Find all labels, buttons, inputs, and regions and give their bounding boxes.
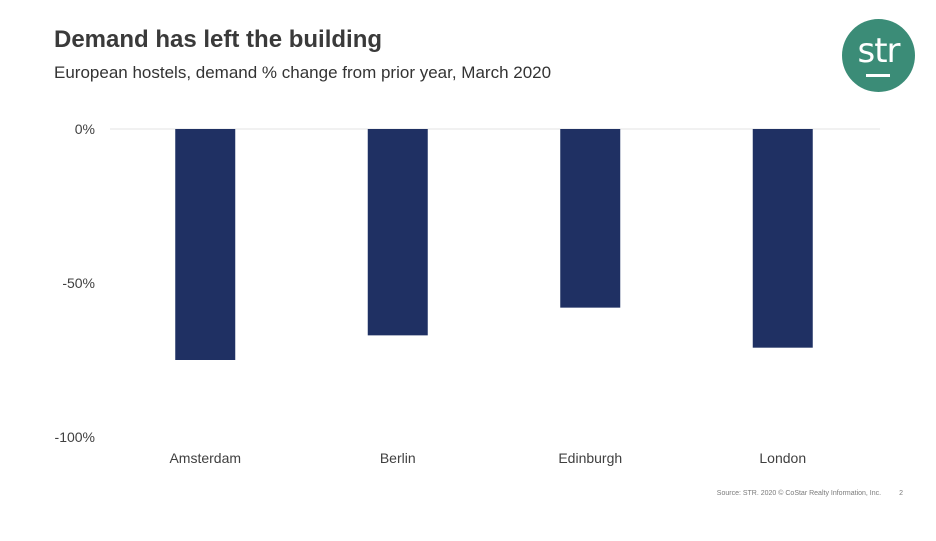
bar-amsterdam [175,129,236,360]
chart-bars [175,129,813,360]
x-tick-label: London [759,450,806,466]
chart-labels: Amsterdam Berlin Edinburgh London [169,450,806,466]
chart-title: Demand has left the building [54,26,383,53]
str-logo: str [842,19,915,92]
source-note: Source: STR. 2020 © CoStar Realty Inform… [716,490,882,497]
y-tick-label: -100% [55,429,95,445]
logo-text: str [857,31,900,71]
bar-london [752,129,813,348]
bar-edinburgh [560,129,621,308]
footer: Source: STR. 2020 © CoStar Realty Inform… [0,490,903,497]
x-tick-label: Amsterdam [169,450,241,466]
chart-subtitle: European hostels, demand % change from p… [54,63,552,82]
page-number: 2 [899,490,903,497]
logo-underline [866,74,890,77]
y-tick-label: -50% [62,275,95,291]
chart-axis: 0% -50% -100% [55,121,880,445]
x-tick-label: Edinburgh [558,450,622,466]
x-tick-label: Berlin [380,450,416,466]
y-tick-label: 0% [75,121,95,137]
bar-berlin [367,129,428,336]
